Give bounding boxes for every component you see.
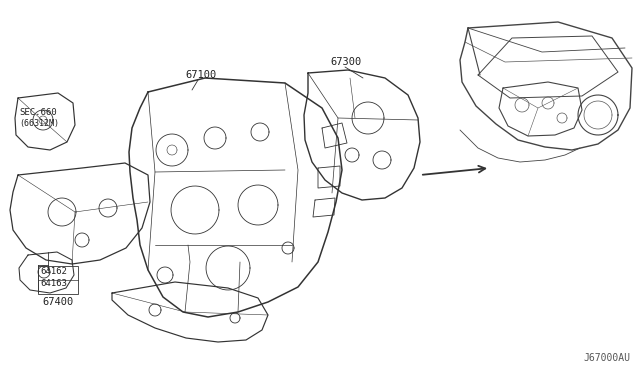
Text: 64162: 64162 <box>40 267 67 276</box>
Text: 67400: 67400 <box>42 297 74 307</box>
Text: (66312M): (66312M) <box>19 119 59 128</box>
Text: J67000AU: J67000AU <box>583 353 630 363</box>
Text: 64163: 64163 <box>40 279 67 289</box>
Text: SEC.660: SEC.660 <box>19 108 56 116</box>
Text: 67300: 67300 <box>330 57 361 67</box>
Bar <box>38 266 78 294</box>
Text: 67100: 67100 <box>185 70 216 80</box>
